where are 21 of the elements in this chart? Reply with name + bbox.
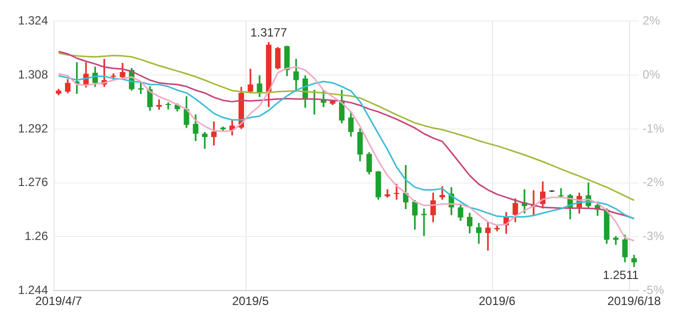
y-tick-label: 1.308 bbox=[18, 67, 48, 82]
annotation: 1.2511 bbox=[602, 268, 639, 282]
x-tick-label: 2019/5 bbox=[232, 294, 270, 308]
y2-tick-label: -3% bbox=[642, 228, 664, 243]
candlestick bbox=[485, 222, 491, 251]
candlestick bbox=[558, 188, 564, 198]
x-tick-label: 2019/6/18 bbox=[607, 294, 662, 308]
y2-tick-label: -5% bbox=[642, 282, 664, 297]
y2-tick-label: 2% bbox=[642, 14, 660, 28]
x-tick-label: 2019/4/7 bbox=[35, 294, 82, 308]
y-tick-label: 1.292 bbox=[18, 121, 48, 136]
y2-tick-label: -2% bbox=[642, 174, 664, 189]
annotation: 1.3177 bbox=[250, 26, 288, 40]
y-tick-label: 1.276 bbox=[18, 175, 48, 190]
y-tick-label: 1.26 bbox=[24, 229, 48, 244]
y2-tick-label: 0% bbox=[642, 67, 660, 82]
y2-tick-label: -1% bbox=[642, 121, 664, 136]
x-tick-label: 2019/6 bbox=[478, 294, 516, 308]
y-tick-label: 1.324 bbox=[18, 14, 48, 28]
y-tick-label: 1.244 bbox=[18, 282, 48, 297]
candlestick bbox=[384, 189, 390, 198]
